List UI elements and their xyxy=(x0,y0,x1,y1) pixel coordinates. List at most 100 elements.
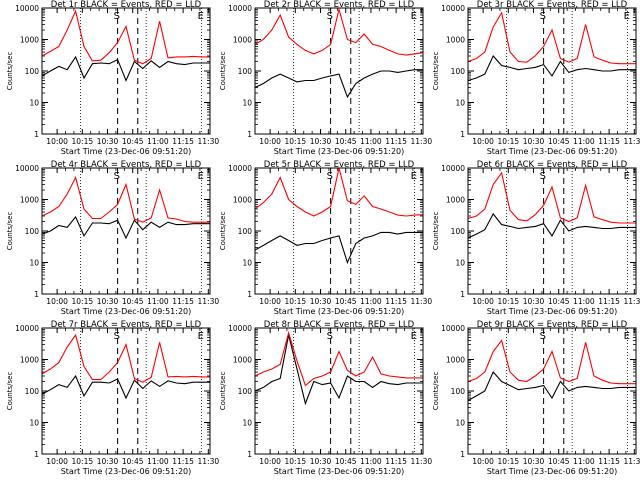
lld-series-line xyxy=(467,171,636,224)
start-marker-letter: S xyxy=(540,331,546,342)
x-tick-label: 11:15 xyxy=(172,137,194,146)
y-tick-label: 10000 xyxy=(441,324,465,333)
lld-series-line xyxy=(467,11,636,65)
x-tick-label: 11:30 xyxy=(411,137,433,146)
start-marker-letter: S xyxy=(540,11,546,22)
y-tick-label: 10000 xyxy=(228,324,252,333)
y-tick-label: 100 xyxy=(25,67,40,76)
start-marker-letter: S xyxy=(114,171,120,182)
x-tick-label: 11:15 xyxy=(598,297,620,306)
plot-frame xyxy=(467,7,637,135)
start-marker-letter: S xyxy=(114,331,120,342)
x-tick-label: 10:00 xyxy=(472,297,494,306)
x-axis-label: Start Time (23-Dec-06 09:51:20) xyxy=(61,307,192,316)
x-tick-label: 11:15 xyxy=(385,137,407,146)
y-tick-label: 10000 xyxy=(15,324,39,333)
y-tick-label: 1 xyxy=(247,130,252,139)
y-axis-label: Counts/sec xyxy=(6,372,14,411)
x-tick-label: 10:45 xyxy=(122,457,144,466)
x-axis-label: Start Time (23-Dec-06 09:51:20) xyxy=(274,467,405,476)
x-tick-label: 10:30 xyxy=(523,297,545,306)
x-tick-label: 11:00 xyxy=(147,297,169,306)
y-tick-label: 10000 xyxy=(441,164,465,173)
panel-title: Det 7r BLACK = Events, RED = LLD xyxy=(51,320,202,330)
x-tick-label: 11:15 xyxy=(598,457,620,466)
lld-series-line xyxy=(254,167,424,217)
y-tick-label: 1 xyxy=(460,130,465,139)
y-axis-label: Counts/sec xyxy=(432,372,440,411)
lld-series-line xyxy=(41,333,210,383)
x-tick-label: 11:00 xyxy=(573,137,595,146)
y-tick-label: 1000 xyxy=(20,36,39,45)
panel-det-9: Det 9r BLACK = Events, RED = LLD Counts/s… xyxy=(432,320,640,476)
x-axis-label: Start Time (23-Dec-06 09:51:20) xyxy=(61,467,192,476)
y-tick-label: 10 xyxy=(242,259,252,268)
lld-series-line xyxy=(41,9,210,65)
y-axis-label: Counts/sec xyxy=(6,52,14,91)
x-tick-label: 11:30 xyxy=(198,137,220,146)
panel-det-4: Det 4r BLACK = Events, RED = LLD Counts/s… xyxy=(6,160,219,316)
x-tick-label: 11:30 xyxy=(411,297,433,306)
x-tick-label: 10:45 xyxy=(335,137,357,146)
y-tick-label: 10 xyxy=(29,419,39,428)
x-axis-label: Start Time (23-Dec-06 09:51:20) xyxy=(487,307,618,316)
y-tick-label: 1 xyxy=(247,290,252,299)
y-tick-label: 100 xyxy=(451,67,466,76)
y-tick-label: 1000 xyxy=(233,196,252,205)
x-tick-label: 11:30 xyxy=(624,457,640,466)
x-tick-label: 10:15 xyxy=(285,457,307,466)
x-tick-label: 10:15 xyxy=(498,457,520,466)
x-tick-label: 11:30 xyxy=(198,297,220,306)
x-axis-label: Start Time (23-Dec-06 09:51:20) xyxy=(61,147,192,156)
events-series-line xyxy=(41,55,210,82)
x-tick-label: 11:30 xyxy=(411,457,433,466)
start-marker-letter: S xyxy=(327,331,333,342)
panel-title: Det 4r BLACK = Events, RED = LLD xyxy=(51,160,202,170)
y-tick-label: 1 xyxy=(34,130,39,139)
y-tick-label: 1000 xyxy=(446,356,465,365)
y-axis-label: Counts/sec xyxy=(432,52,440,91)
y-tick-label: 10 xyxy=(29,259,39,268)
x-tick-label: 10:00 xyxy=(46,137,68,146)
x-tick-label: 10:00 xyxy=(472,457,494,466)
y-tick-label: 10 xyxy=(455,259,465,268)
events-series-line xyxy=(254,69,423,99)
x-tick-label: 10:45 xyxy=(122,137,144,146)
x-tick-label: 10:15 xyxy=(498,297,520,306)
x-axis-label: Start Time (23-Dec-06 09:51:20) xyxy=(274,307,405,316)
y-tick-label: 10000 xyxy=(228,164,252,173)
y-tick-label: 10000 xyxy=(15,164,39,173)
x-axis-label: Start Time (23-Dec-06 09:51:20) xyxy=(487,147,618,156)
x-tick-label: 10:30 xyxy=(97,137,119,146)
panel-title: Det 6r BLACK = Events, RED = LLD xyxy=(477,160,628,170)
y-tick-label: 10 xyxy=(242,99,252,108)
x-axis-label: Start Time (23-Dec-06 09:51:20) xyxy=(487,467,618,476)
y-axis-label: Counts/sec xyxy=(6,212,14,251)
y-tick-label: 1 xyxy=(34,290,39,299)
y-tick-label: 100 xyxy=(238,387,253,396)
lld-series-line xyxy=(254,7,424,56)
x-tick-label: 10:15 xyxy=(72,297,94,306)
lld-series-line xyxy=(467,339,636,385)
panel-title: Det 5r BLACK = Events, RED = LLD xyxy=(264,160,415,170)
y-tick-label: 1000 xyxy=(20,356,39,365)
x-tick-label: 11:15 xyxy=(172,457,194,466)
y-tick-label: 1 xyxy=(34,450,39,459)
x-tick-label: 11:00 xyxy=(573,297,595,306)
x-tick-label: 10:00 xyxy=(46,297,68,306)
x-tick-label: 11:30 xyxy=(624,297,640,306)
events-series-line xyxy=(41,215,210,240)
x-tick-label: 11:00 xyxy=(147,457,169,466)
x-tick-label: 10:45 xyxy=(122,297,144,306)
y-tick-label: 1 xyxy=(247,450,252,459)
x-tick-label: 10:30 xyxy=(310,457,332,466)
x-tick-label: 10:00 xyxy=(259,297,281,306)
x-tick-label: 10:30 xyxy=(97,297,119,306)
x-tick-label: 11:30 xyxy=(198,457,220,466)
y-axis-label: Counts/sec xyxy=(219,212,227,251)
x-tick-label: 11:15 xyxy=(385,457,407,466)
y-tick-label: 10 xyxy=(455,419,465,428)
y-tick-label: 100 xyxy=(451,227,466,236)
events-series-line xyxy=(254,231,423,265)
